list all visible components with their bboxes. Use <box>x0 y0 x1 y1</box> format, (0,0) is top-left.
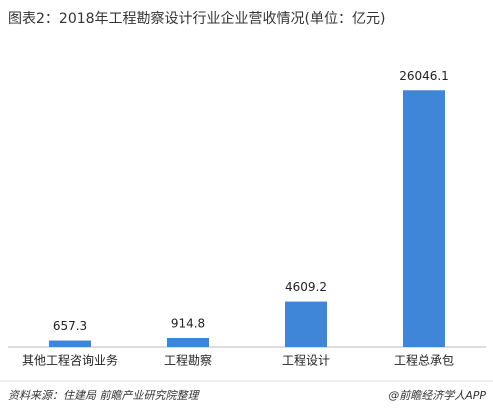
x-tick-label: 工程勘察 <box>164 353 212 368</box>
bar <box>167 337 209 347</box>
value-label: 4609.2 <box>285 280 327 294</box>
x-tick-label: 工程设计 <box>282 353 330 368</box>
value-label: 657.3 <box>53 319 87 333</box>
source: 资料来源：住建局 前瞻产业研究院整理 <box>8 389 200 402</box>
value-label: 26046.1 <box>399 69 449 83</box>
bar <box>285 301 327 347</box>
chart-title: 图表2：2018年工程勘察设计行业企业营收情况(单位：亿元) <box>8 10 385 27</box>
value-label: 914.8 <box>171 316 205 330</box>
bar <box>403 90 445 347</box>
bar <box>49 340 91 347</box>
x-tick-label: 其他工程咨询业务 <box>22 353 118 368</box>
brand: @前瞻经济学人APP <box>388 389 486 402</box>
x-tick-label: 工程总承包 <box>394 353 454 368</box>
